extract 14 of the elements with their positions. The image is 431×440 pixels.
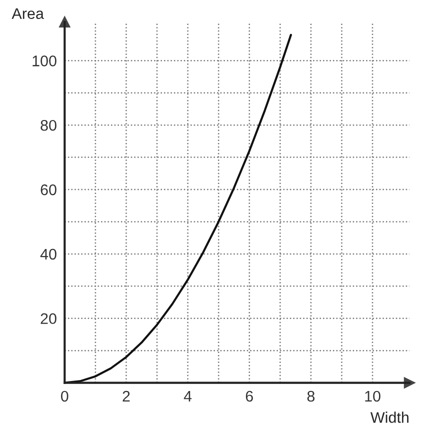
line-series (64, 34, 292, 383)
y-tick-label: 60 (40, 184, 56, 196)
y-axis-title: Area (12, 8, 44, 19)
y-tick-label: 20 (40, 313, 56, 324)
y-tick-label: 40 (40, 248, 56, 260)
x-tick-label: 4 (184, 391, 192, 402)
x-tick-label: 2 (122, 390, 130, 402)
y-tick-label: 100 (32, 56, 56, 66)
y-tick-label: 80 (40, 120, 56, 131)
x-tick-label: 0 (61, 390, 68, 402)
x-axis-title: Width (370, 412, 408, 423)
x-tick-label: 8 (307, 390, 315, 402)
x-tick-label: 6 (246, 390, 253, 402)
x-tick-label: 10 (365, 390, 380, 402)
